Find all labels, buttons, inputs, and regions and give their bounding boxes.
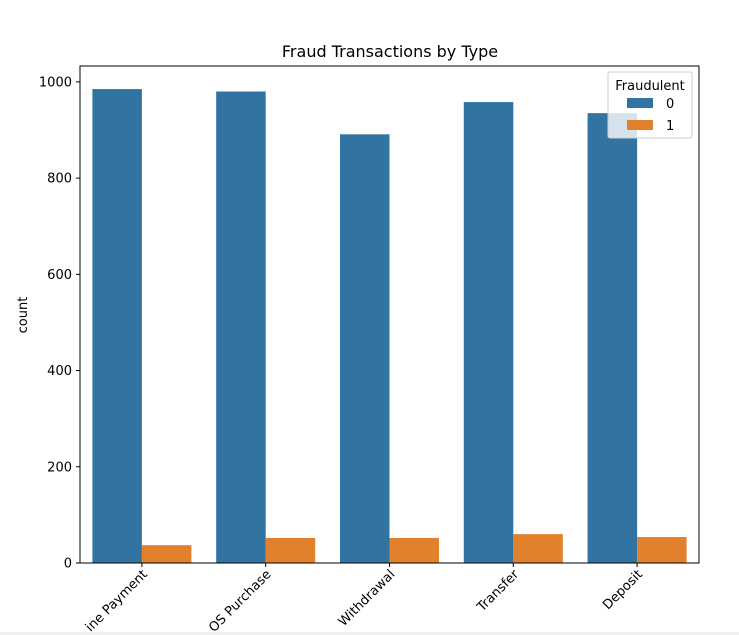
bar-0-4: [587, 113, 638, 563]
y-tick-label-0: 0: [64, 557, 72, 572]
bar-1-3: [513, 534, 563, 563]
x-tick-labels: ine Payment OS Purchase Withdrawal Transfer…: [83, 567, 646, 635]
bar-1-1: [265, 537, 316, 563]
x-tick-label-2: Withdrawal: [336, 567, 398, 629]
bar-0-1: [216, 91, 266, 563]
legend-label-1: 1: [666, 119, 674, 134]
y-tick-label-2: 400: [47, 364, 72, 379]
x-tick-label-3: Transfer: [474, 567, 523, 616]
y-tick-label-5: 1000: [39, 75, 72, 90]
y-tick-label-1: 200: [47, 460, 72, 475]
bar-1-2: [389, 537, 440, 563]
bar-1-0: [141, 545, 192, 563]
legend: Fraudulent 0 1: [607, 71, 693, 139]
x-tick-label-0: ine Payment: [83, 567, 151, 635]
x-tick-label-1: OS Purchase: [206, 567, 274, 635]
x-tick-label-4: Deposit: [600, 567, 646, 613]
y-axis-label: count: [16, 297, 31, 334]
legend-title: Fraudulent: [615, 79, 685, 94]
legend-swatch-0: [627, 98, 653, 108]
bar-0-3: [463, 102, 514, 563]
bottom-strip: [0, 632, 739, 635]
legend-label-0: 0: [666, 97, 674, 112]
plot-area: 0 200 400 600 800 1000 ine Payment OS Purchase W…: [39, 65, 700, 635]
bar-1-4: [637, 537, 687, 563]
y-tick-label-3: 600: [47, 268, 72, 283]
bar-0-2: [339, 134, 390, 563]
chart-title: Fraud Transactions by Type: [282, 42, 498, 61]
legend-swatch-1: [627, 120, 653, 130]
bar-0-0: [92, 89, 142, 563]
y-tick-label-4: 800: [47, 172, 72, 187]
bars-group: [92, 89, 687, 563]
